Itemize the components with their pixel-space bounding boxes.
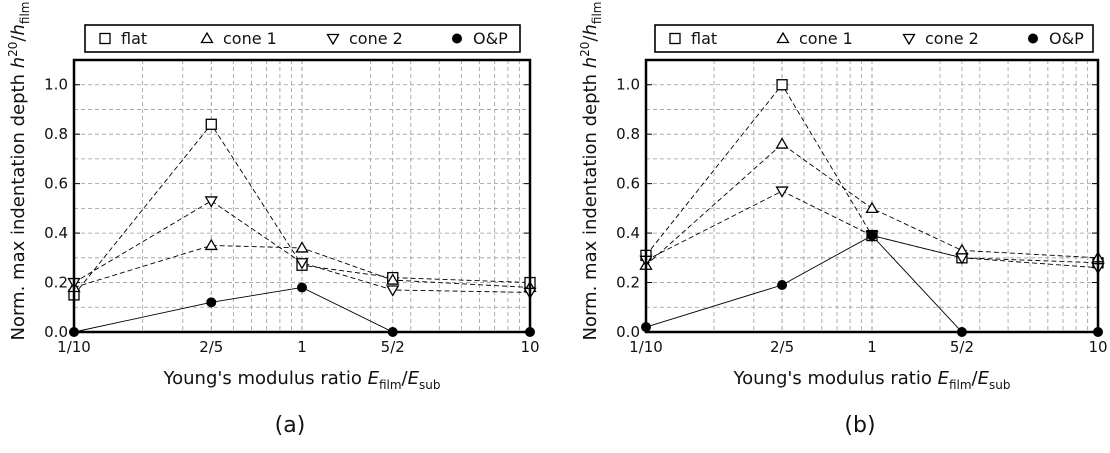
data-point	[204, 238, 218, 251]
data-point	[867, 230, 877, 241]
y-tick-label: 0.8	[616, 125, 640, 143]
y-tick-label: 0.0	[44, 323, 68, 341]
y-tick-label: 1.0	[616, 76, 640, 94]
panel-caption: (b)	[844, 413, 875, 438]
legend-box	[84, 24, 521, 53]
data-point	[776, 79, 788, 91]
legend-marker	[669, 32, 681, 45]
series-line-cone-2	[73, 200, 531, 293]
legend-marker	[1028, 33, 1038, 44]
panel-a: 0.0 0.2 0.4 0.6 0.8 1.0 1/10 2/5 1 5/2 10 flat cone …	[6, 2, 540, 439]
x-tick-label: 1	[297, 338, 307, 356]
x-tick-label: 10	[520, 338, 539, 356]
legend-label: cone 1	[223, 29, 277, 48]
data-point	[865, 201, 879, 214]
legend-label: cone 2	[925, 29, 979, 48]
legend-label: cone 2	[349, 29, 403, 48]
y-tick-label: 0.6	[616, 175, 640, 193]
data-point	[205, 118, 217, 130]
y-tick-label: 0.4	[616, 224, 640, 242]
panel-b: 0.0 0.2 0.4 0.6 0.8 1.0 1/10 2/5 1 5/2 10 flat cone …	[578, 2, 1108, 439]
legend-marker	[452, 33, 462, 44]
x-tick-label: 1/10	[629, 338, 663, 356]
y-tick-label: 0.0	[616, 323, 640, 341]
data-point	[777, 280, 788, 291]
x-tick-label: 1	[867, 338, 877, 356]
legend-label: flat	[691, 29, 717, 48]
x-tick-label: 2/5	[770, 338, 794, 356]
legend-marker	[326, 33, 340, 46]
legend-label: flat	[121, 29, 147, 48]
y-tick-label: 0.2	[616, 274, 640, 292]
data-point	[204, 196, 218, 208]
legend-marker	[200, 31, 214, 44]
legend: flat cone 1 cone 2 O&P	[654, 24, 1094, 53]
y-axis-label: Norm. max indentation depth h20/hfilm	[578, 2, 604, 341]
x-axis-label: Young's modulus ratio Efilm/Esub	[733, 368, 1011, 392]
y-tick-label: 1.0	[44, 76, 68, 94]
legend-marker	[776, 31, 790, 44]
panel-caption: (a)	[275, 413, 306, 438]
data-point	[386, 273, 400, 285]
grid	[646, 60, 1098, 332]
y-tick-label: 0.4	[44, 224, 68, 242]
data-point	[206, 297, 217, 308]
y-tick-label: 0.2	[44, 274, 68, 292]
legend: flat cone 1 cone 2 O&P	[84, 24, 521, 53]
plot-frame	[72, 58, 532, 334]
x-tick-label: 1/10	[57, 338, 91, 356]
y-tick-label: 0.8	[44, 125, 68, 143]
data-point	[775, 137, 789, 149]
legend-label: O&P	[1049, 29, 1084, 48]
data-point	[775, 186, 789, 198]
y-tick-label: 0.6	[44, 175, 68, 193]
x-tick-label: 10	[1088, 338, 1107, 356]
data-point	[297, 282, 307, 293]
data-point	[295, 241, 309, 253]
y-axis-label: Norm. max indentation depth h20/hfilm	[6, 2, 32, 341]
data-point	[955, 253, 969, 265]
grid	[74, 60, 530, 332]
legend-label: O&P	[473, 29, 508, 48]
data-point	[955, 243, 969, 256]
legend-marker	[99, 32, 111, 45]
data-point	[386, 285, 400, 297]
legend-box	[654, 24, 1094, 53]
x-tick-label: 5/2	[381, 338, 405, 356]
x-tick-label: 5/2	[950, 338, 974, 356]
legend-marker	[902, 33, 916, 46]
data-point	[295, 258, 309, 270]
plot-frame	[644, 58, 1100, 334]
x-axis-label: Young's modulus ratio Efilm/Esub	[163, 368, 441, 392]
legend-label: cone 1	[799, 29, 853, 48]
x-tick-label: 2/5	[199, 338, 223, 356]
